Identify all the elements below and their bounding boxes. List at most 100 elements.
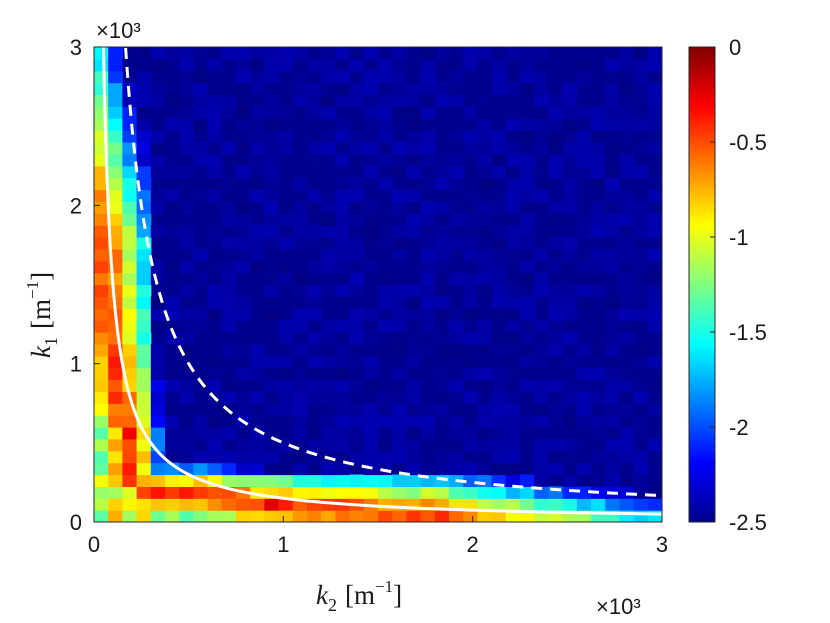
- heatmap-cell: [591, 142, 606, 155]
- heatmap-cell: [619, 403, 635, 416]
- heatmap-cell: [292, 177, 308, 191]
- heatmap-cell: [250, 332, 265, 345]
- heatmap-cell: [477, 248, 493, 262]
- heatmap-cell: [150, 47, 166, 60]
- heatmap-cell: [221, 320, 237, 333]
- heatmap-cell: [335, 260, 351, 274]
- heatmap-cell: [562, 391, 578, 404]
- heatmap-cell: [406, 510, 422, 522]
- heatmap-cell: [633, 201, 649, 214]
- heatmap-cell: [292, 308, 308, 321]
- heatmap-cell: [94, 237, 109, 250]
- heatmap-cell: [193, 379, 209, 392]
- heatmap-cell: [392, 142, 407, 155]
- heatmap-cell: [591, 462, 606, 476]
- heatmap-cell: [335, 438, 351, 452]
- heatmap-cell: [94, 427, 109, 440]
- heatmap-cell: [463, 177, 478, 191]
- heatmap-cell: [392, 58, 407, 72]
- heatmap-cell: [591, 225, 606, 238]
- heatmap-cell: [250, 427, 265, 440]
- heatmap-cell: [505, 177, 521, 191]
- heatmap-cell: [250, 498, 265, 511]
- heatmap-cell: [193, 462, 209, 476]
- heatmap-cell: [605, 260, 620, 274]
- heatmap-cell: [307, 343, 322, 357]
- heatmap-cell: [221, 118, 237, 131]
- heatmap-cell: [477, 165, 493, 179]
- heatmap-cell: [165, 189, 180, 202]
- heatmap-cell: [207, 438, 223, 452]
- heatmap-cell: [647, 47, 662, 60]
- heatmap-cell: [647, 510, 662, 522]
- heatmap-cell: [136, 177, 152, 191]
- heatmap-cell: [548, 106, 564, 119]
- heatmap-cell: [264, 391, 280, 404]
- heatmap-cell: [576, 391, 592, 404]
- heatmap-cell: [491, 332, 507, 345]
- heatmap-cell: [647, 248, 662, 262]
- heatmap-cell: [335, 284, 351, 297]
- heatmap-cell: [491, 403, 507, 416]
- heatmap-cell: [122, 58, 138, 72]
- heatmap-cell: [278, 47, 294, 60]
- heatmap-cell: [292, 391, 308, 404]
- heatmap-cell: [321, 415, 336, 428]
- heatmap-cell: [122, 130, 138, 143]
- heatmap-cell: [108, 379, 123, 392]
- heatmap-cell: [576, 462, 592, 476]
- heatmap-cell: [491, 343, 507, 357]
- heatmap-cell: [292, 415, 308, 428]
- heatmap-cell: [321, 438, 336, 452]
- heatmap-cell: [562, 118, 578, 131]
- heatmap-cell: [548, 58, 564, 72]
- heatmap-cell: [136, 343, 152, 357]
- heatmap-cell: [363, 284, 379, 297]
- heatmap-cell: [633, 498, 649, 511]
- heatmap-cell: [406, 296, 422, 309]
- heatmap-cell: [363, 308, 379, 321]
- heatmap-cell: [221, 510, 237, 522]
- heatmap-cell: [349, 474, 365, 487]
- heatmap-cell: [576, 58, 592, 72]
- heatmap-cell: [207, 106, 223, 119]
- heatmap-cell: [150, 153, 166, 167]
- heatmap-cell: [363, 237, 379, 250]
- heatmap-cell: [491, 308, 507, 321]
- heatmap-cell: [520, 415, 535, 428]
- heatmap-cell: [264, 189, 280, 202]
- heatmap-cell: [335, 343, 351, 357]
- heatmap-cell: [108, 213, 123, 226]
- heatmap-cell: [321, 58, 336, 72]
- heatmap-cell: [165, 94, 180, 107]
- heatmap-cell: [562, 165, 578, 179]
- heatmap-cell: [335, 391, 351, 404]
- heatmap-cell: [434, 415, 450, 428]
- heatmap-cell: [576, 510, 592, 522]
- heatmap-cell: [463, 391, 478, 404]
- heatmap-cell: [647, 106, 662, 119]
- heatmap-cell: [363, 367, 379, 381]
- heatmap-cell: [434, 391, 450, 404]
- heatmap-cell: [505, 379, 521, 392]
- heatmap-cell: [349, 486, 365, 499]
- heatmap-cell: [94, 320, 109, 333]
- heatmap-cell: [505, 415, 521, 428]
- heatmap-cell: [94, 486, 109, 499]
- heatmap-cell: [520, 343, 535, 357]
- heatmap-cell: [505, 486, 521, 499]
- heatmap-cell: [463, 201, 478, 214]
- heatmap-cell: [392, 403, 407, 416]
- heatmap-cell: [477, 343, 493, 357]
- heatmap-cell: [576, 260, 592, 274]
- heatmap-cell: [363, 165, 379, 179]
- heatmap-cell: [363, 82, 379, 96]
- heatmap-cell: [378, 82, 393, 96]
- heatmap-cell: [307, 284, 322, 297]
- heatmap-cell: [150, 415, 166, 428]
- heatmap-cell: [633, 260, 649, 274]
- heatmap-cell: [576, 343, 592, 357]
- heatmap-cell: [335, 415, 351, 428]
- y-tick-label: 1: [70, 352, 82, 377]
- heatmap-cell: [221, 106, 237, 119]
